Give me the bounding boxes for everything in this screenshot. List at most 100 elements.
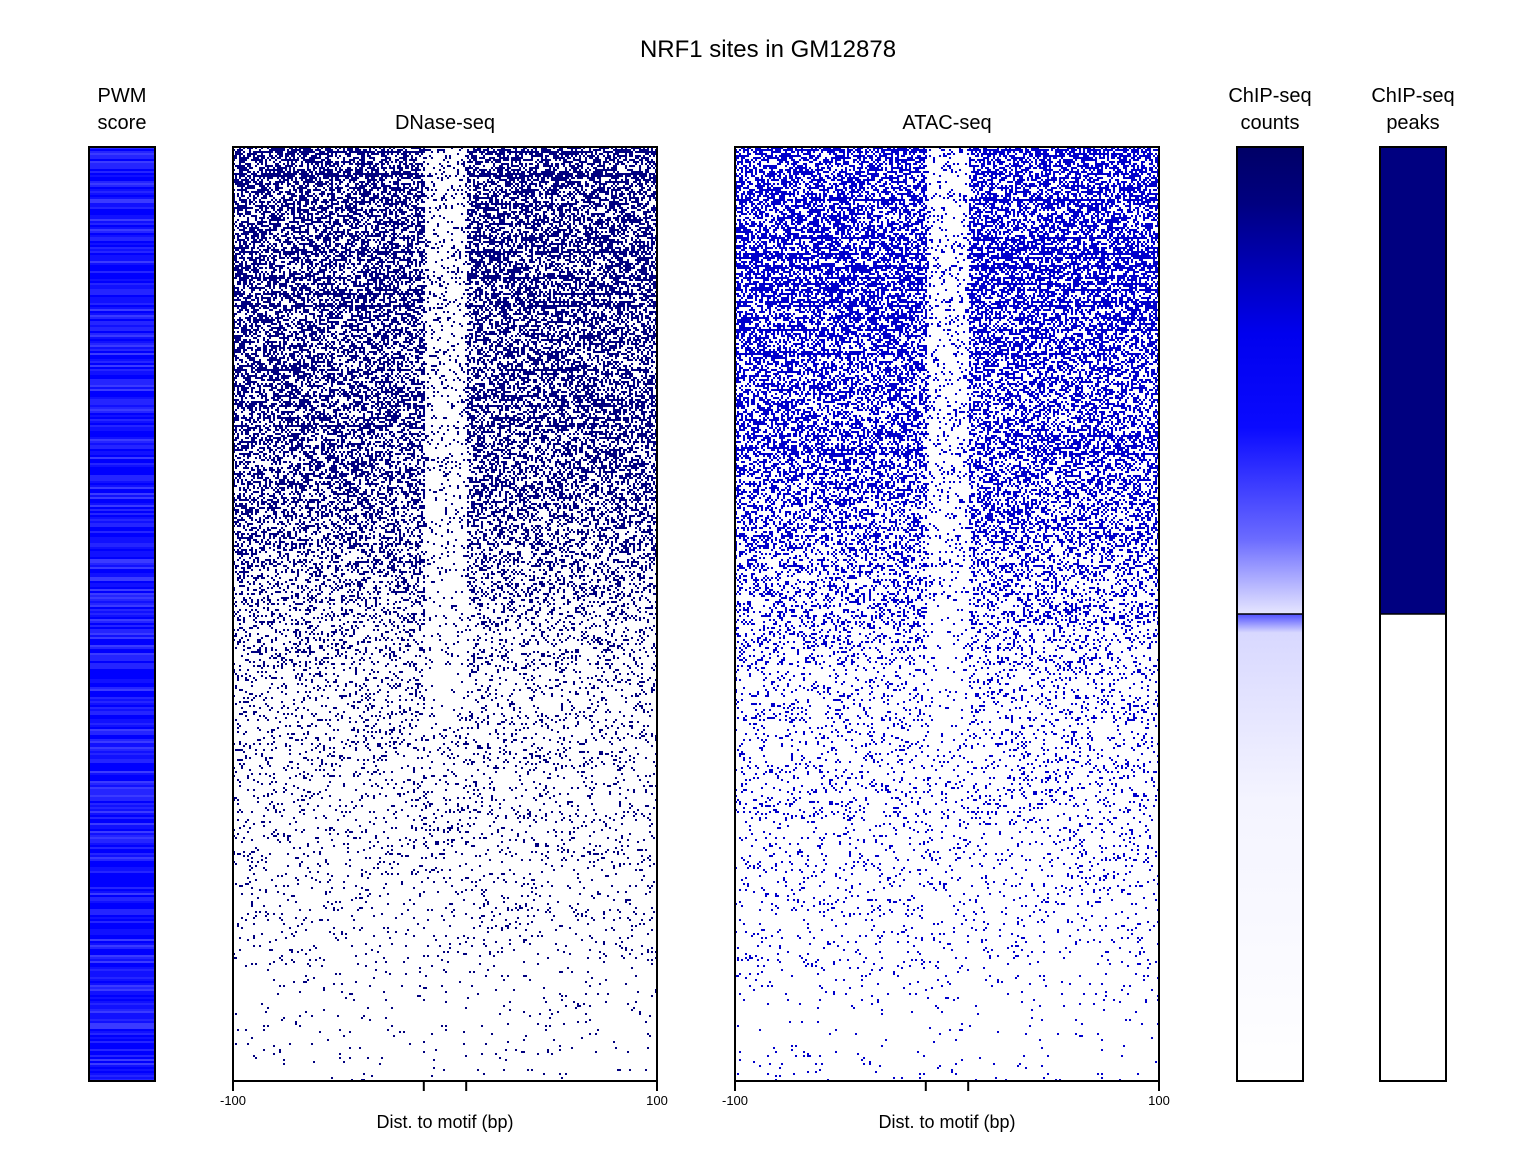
heatmap-cell — [417, 223, 419, 225]
heatmap-cell — [355, 225, 357, 227]
heatmap-cell — [541, 171, 543, 173]
heatmap-cell — [381, 155, 383, 157]
heatmap-cell — [487, 161, 489, 163]
heatmap-cell — [645, 163, 647, 165]
heatmap-cell — [585, 205, 587, 207]
heatmap-cell — [235, 221, 237, 223]
heatmap-cell — [395, 171, 397, 173]
heatmap-cell — [383, 175, 385, 177]
heatmap-cell — [331, 197, 333, 199]
heatmap-cell — [567, 177, 569, 179]
heatmap-cell — [389, 211, 391, 213]
heatmap-cell — [571, 183, 573, 185]
heatmap-cell — [287, 199, 289, 201]
heatmap-cell — [377, 193, 379, 195]
heatmap-cell — [407, 171, 409, 173]
heatmap-cell — [647, 169, 649, 171]
heatmap-cell — [517, 177, 519, 179]
heatmap-cell — [385, 223, 387, 225]
pwm-stripe — [89, 623, 155, 625]
heatmap-cell — [415, 199, 417, 201]
heatmap-cell — [407, 191, 409, 193]
heatmap-cell — [353, 181, 355, 183]
heatmap-cell — [397, 153, 399, 155]
heatmap-cell — [371, 187, 373, 189]
heatmap-cell — [395, 159, 397, 161]
heatmap-cell — [475, 195, 477, 197]
heatmap-cell — [549, 159, 551, 161]
pwm-stripe — [89, 891, 155, 893]
pwm-stripe — [89, 981, 155, 983]
heatmap-cell — [559, 185, 561, 187]
heatmap-cell — [387, 197, 389, 199]
heatmap-cell — [257, 171, 259, 173]
heatmap-cell — [315, 157, 317, 159]
heatmap-cell — [353, 213, 355, 215]
heatmap-cell — [261, 203, 263, 205]
heatmap-cell — [559, 195, 561, 197]
heatmap-cell — [419, 169, 421, 171]
heatmap-cell — [621, 163, 623, 165]
heatmap-cell — [527, 207, 529, 209]
heatmap-cell — [443, 195, 445, 197]
heatmap-cell — [283, 195, 285, 197]
heatmap-cell — [565, 167, 567, 169]
heatmap-cell — [595, 169, 597, 171]
heatmap-cell — [485, 183, 487, 185]
heatmap-cell — [621, 221, 623, 223]
heatmap-cell — [383, 155, 385, 157]
heatmap-cell — [257, 155, 259, 157]
heatmap-cell — [491, 227, 493, 229]
heatmap-cell — [607, 217, 609, 219]
heatmap-cell — [621, 209, 623, 211]
heatmap-cell — [533, 183, 535, 185]
heatmap-cell — [337, 191, 339, 193]
heatmap-cell — [331, 205, 333, 207]
pwm-stripe — [89, 699, 155, 701]
heatmap-cell — [461, 227, 463, 229]
heatmap-cell — [387, 157, 389, 159]
heatmap-cell — [367, 195, 369, 197]
heatmap-cell — [557, 195, 559, 197]
heatmap-cell — [581, 223, 583, 225]
heatmap-cell — [515, 215, 517, 217]
heatmap-cell — [311, 213, 313, 215]
heatmap-cell — [497, 169, 499, 171]
heatmap-cell — [253, 185, 255, 187]
pwm-stripe — [89, 227, 155, 229]
heatmap-cell — [335, 211, 337, 213]
heatmap-cell — [617, 171, 619, 173]
heatmap-cell — [629, 219, 631, 221]
heatmap-cell — [559, 221, 561, 223]
heatmap-cell — [637, 215, 639, 217]
pwm-stripe — [89, 737, 155, 739]
heatmap-cell — [483, 203, 485, 205]
heatmap-cell — [371, 157, 373, 159]
pwm-stripe — [89, 803, 155, 805]
heatmap-cell — [251, 227, 253, 229]
heatmap-cell — [531, 153, 533, 155]
heatmap-cell — [521, 149, 523, 151]
heatmap-cell — [423, 193, 425, 195]
heatmap-cell — [589, 157, 591, 159]
heatmap-cell — [469, 153, 471, 155]
heatmap-cell — [235, 179, 237, 181]
heatmap-cell — [451, 185, 453, 187]
heatmap-cell — [551, 189, 553, 191]
pwm-stripe — [89, 297, 155, 299]
heatmap-cell — [585, 201, 587, 203]
heatmap-cell — [255, 175, 257, 177]
heatmap-cell — [467, 169, 469, 171]
pwm-stripe — [89, 203, 155, 205]
pwm-stripe — [89, 1027, 155, 1029]
heatmap-cell — [259, 185, 261, 187]
pwm-stripe — [89, 427, 155, 429]
heatmap-cell — [421, 195, 423, 197]
heatmap-cell — [383, 213, 385, 215]
heatmap-cell — [351, 187, 353, 189]
heatmap-cell — [283, 219, 285, 221]
pwm-stripe — [89, 1075, 155, 1077]
heatmap-cell — [349, 171, 351, 173]
heatmap-cell — [631, 169, 633, 171]
heatmap-cell — [275, 181, 277, 183]
